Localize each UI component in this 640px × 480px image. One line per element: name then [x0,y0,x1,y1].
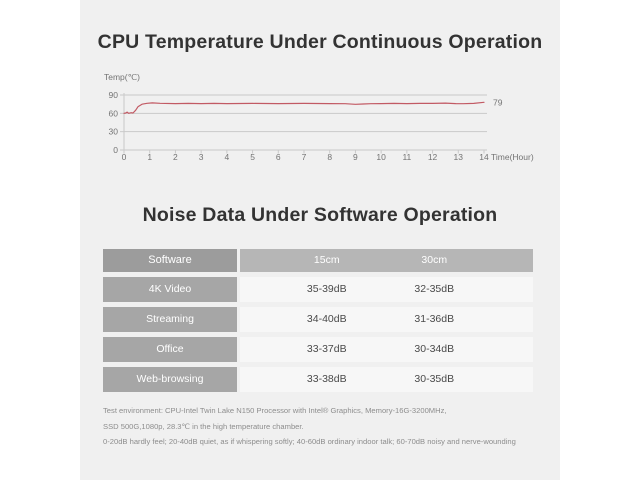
svg-text:60: 60 [109,108,119,118]
table-row-office: Office 33-37dB 30-34dB [103,337,533,362]
value-15cm: 33-37dB [306,343,347,355]
svg-text:3: 3 [199,152,204,162]
row-values: 33-37dB 30-34dB [240,337,533,362]
svg-text:0: 0 [113,145,118,155]
svg-text:11: 11 [402,152,411,162]
table-row-web-browsing: Web-browsing 33-38dB 30-35dB [103,367,533,392]
table-header-15cm: 15cm [313,254,340,266]
row-values: 34-40dB 31-36dB [240,307,533,332]
value-15cm: 35-39dB [306,283,347,295]
svg-text:1: 1 [147,152,152,162]
svg-text:7: 7 [302,152,307,162]
table-header-software: Software [103,249,237,272]
row-values: 33-38dB 30-35dB [240,367,533,392]
content-card: CPU Temperature Under Continuous Operati… [80,0,560,480]
table-header-row: Software 15cm 30cm [103,249,533,272]
svg-text:79: 79 [493,97,503,107]
svg-text:14: 14 [479,152,489,162]
noise-table: Software 15cm 30cm 4K Video 35-39dB 32-3… [103,249,533,397]
value-30cm: 30-34dB [414,343,455,355]
value-15cm: 34-40dB [306,313,347,325]
svg-text:Temp(℃): Temp(℃) [104,72,140,82]
value-15cm: 33-38dB [306,373,347,385]
svg-text:6: 6 [276,152,281,162]
svg-text:90: 90 [109,90,119,100]
table-header-30cm: 30cm [421,254,448,266]
svg-text:Time(Hour): Time(Hour) [491,152,534,162]
svg-text:9: 9 [353,152,358,162]
test-environment-note: Test environment: CPU-Intel Twin Lake N1… [103,403,553,450]
value-30cm: 32-35dB [414,283,455,295]
svg-text:5: 5 [250,152,255,162]
note-line-3: 0-20dB hardly feel; 20-40dB quiet, as if… [103,437,516,446]
svg-text:30: 30 [109,127,119,137]
table-header-distances: 15cm 30cm [240,249,533,272]
table-row-streaming: Streaming 34-40dB 31-36dB [103,307,533,332]
temperature-chart-title: CPU Temperature Under Continuous Operati… [97,31,543,53]
svg-text:4: 4 [224,152,229,162]
table-row-4k-video: 4K Video 35-39dB 32-35dB [103,277,533,302]
row-label: Web-browsing [103,367,237,392]
row-label: Streaming [103,307,237,332]
svg-text:2: 2 [173,152,178,162]
svg-text:13: 13 [454,152,464,162]
svg-text:12: 12 [428,152,438,162]
row-label: Office [103,337,237,362]
svg-text:0: 0 [122,152,127,162]
note-line-2: SSD 500G,1080p, 28.3℃ in the high temper… [103,421,304,431]
value-30cm: 31-36dB [414,313,455,325]
svg-text:8: 8 [327,152,332,162]
note-line-1: Test environment: CPU-Intel Twin Lake N1… [103,406,447,415]
noise-table-title: Noise Data Under Software Operation [142,204,498,226]
value-30cm: 30-35dB [414,373,455,385]
svg-text:10: 10 [376,152,386,162]
row-label: 4K Video [103,277,237,302]
row-values: 35-39dB 32-35dB [240,277,533,302]
